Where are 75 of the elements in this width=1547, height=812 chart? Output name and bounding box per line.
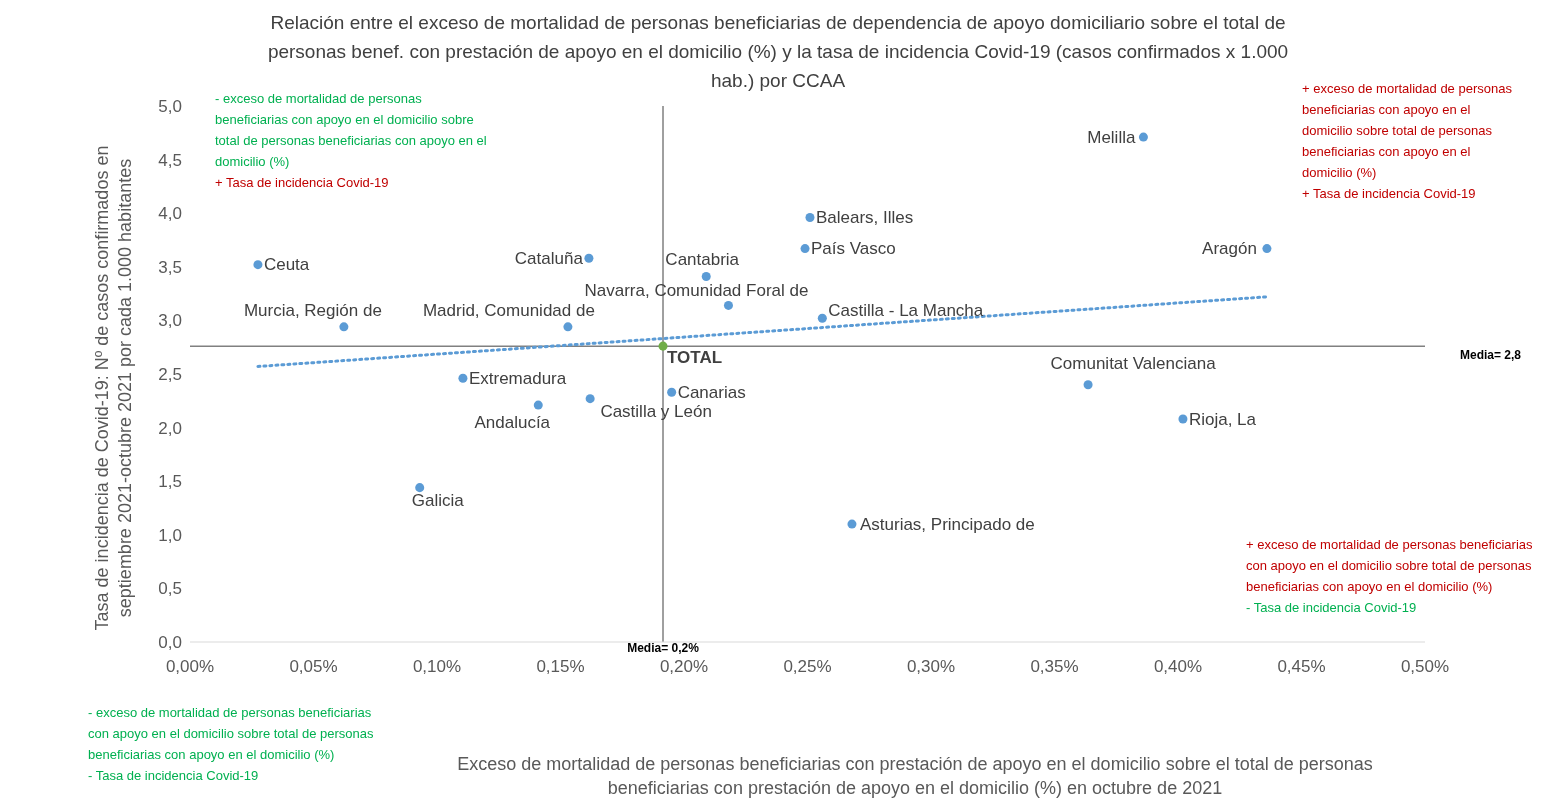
x-tick-label: 0,10%: [412, 657, 462, 677]
point: [339, 322, 349, 332]
x-axis-title: Exceso de mortalidad de personas beneficiarias con prestación de apoyo en el domicilio sobre el total de personas beneficiarias con prestación de apoyo en el domicilio (%) en octubre de 2021: [457, 754, 1373, 798]
point: [1262, 244, 1272, 254]
y-tick-label: 0,0: [158, 633, 182, 653]
annotation: Galicia: [411, 491, 465, 511]
point: [723, 300, 733, 310]
point: [805, 212, 815, 222]
x-tick-label: 0,30%: [906, 657, 956, 677]
annotation: Cantabria: [665, 249, 740, 269]
point: [415, 483, 425, 493]
point: [563, 322, 573, 332]
x-tick-label: 0,40%: [1153, 657, 1203, 677]
y-tick-label: 2,0: [158, 418, 182, 438]
annotation: - Tasa de incidencia Covid-19: [1246, 599, 1418, 617]
annotation: Castilla y León: [600, 402, 712, 422]
y-tick-label: 2,5: [158, 365, 182, 385]
annotation: + Tasa de incidencia Covid-19: [215, 174, 390, 192]
chart-title: Relación entre el exceso de mortalidad de personas beneficiarias de dependencia de apoyo domiciliario sobre el total de personas benef. con prestación de apoyo en el domicilio (%) y la tasa de incidencia Covid-19 (casos confirmados x 1.000 hab.) por CCAA: [267, 12, 1289, 91]
annotation: Comunitat Valenciana: [1050, 354, 1217, 374]
annotation: Cataluña: [514, 248, 584, 268]
annotation: Ceuta: [263, 255, 310, 275]
point: [1178, 414, 1188, 424]
x-tick-label: 0,25%: [783, 657, 832, 677]
annotation: + exceso de mortalidad de personas beneficiarias con apoyo en el domicilio sobre total de personas beneficiarias con apoyo en el domicilio (%): [1246, 536, 1534, 596]
annotation: Asturias, Principado de: [859, 514, 1035, 534]
point: [584, 253, 594, 263]
annotation: Castilla - La Mancha: [828, 300, 984, 320]
y-tick-label: 4,5: [158, 150, 182, 170]
y-tick-label: 3,5: [158, 257, 182, 277]
annotation: Aragón: [1202, 239, 1257, 259]
point: [847, 519, 857, 529]
x-tick-label: 0,35%: [1030, 657, 1079, 677]
point: [585, 394, 595, 404]
point: [658, 341, 668, 351]
ref-line-label: Media= 0,2%: [627, 640, 700, 655]
annotation: Extremadura: [468, 368, 567, 388]
point: [458, 373, 468, 383]
annotation: País Vasco: [811, 239, 896, 259]
point: [800, 244, 810, 254]
y-tick-label: 3,0: [158, 311, 182, 331]
point: [817, 313, 827, 323]
annotation: TOTAL: [667, 347, 723, 367]
annotation: Andalucía: [474, 412, 551, 432]
y-tick-label: 1,5: [158, 472, 182, 492]
x-tick-label: 0,05%: [289, 657, 338, 677]
point: [253, 260, 263, 270]
annotation: Melilla: [1087, 127, 1136, 147]
annotation: - exceso de mortalidad de personas beneficiarias con apoyo en el domicilio sobre total de personas beneficiarias con apoyo en el domicilio (%): [215, 90, 488, 171]
point: [1083, 380, 1093, 390]
y-tick-label: 4,0: [158, 204, 182, 224]
annotation: Murcia, Región de: [243, 301, 382, 321]
point: [533, 400, 543, 410]
y-tick-label: 5,0: [158, 97, 182, 117]
text: - Tasa de incidencia Covid-19: [88, 767, 260, 785]
annotation: Canarias: [677, 382, 746, 402]
x-tick-label: 0,50%: [1400, 657, 1450, 677]
x-tick-label: 0,20%: [659, 657, 709, 677]
point: [1138, 132, 1148, 142]
x-tick-label: 0,45%: [1277, 657, 1326, 677]
annotation: + Tasa de incidencia Covid-19: [1302, 185, 1477, 203]
y-tick-label: 1,0: [158, 525, 182, 545]
ref-line-label: Media= 2,8: [1459, 347, 1522, 362]
annotation: Navarra, Comunidad Foral de: [584, 280, 809, 300]
annotation: Madrid, Comunidad de: [422, 301, 595, 321]
x-tick-label: 0,00%: [165, 657, 215, 677]
annotation: + exceso de mortalidad de personas beneficiarias con apoyo en el domicilio sobre total de personas beneficiarias con apoyo en el domicilio (%): [1302, 80, 1513, 182]
annotation: Rioja, La: [1188, 409, 1257, 429]
x-tick-label: 0,15%: [536, 657, 585, 677]
annotation: Balears, Illes: [815, 207, 914, 227]
y-tick-label: 0,5: [158, 579, 182, 599]
point: [667, 387, 677, 397]
text: - exceso de mortalidad de personas beneficiarias con apoyo en el domicilio sobre total de personas beneficiarias con apoyo en el domicilio (%): [88, 704, 375, 764]
y-axis-title: Tasa de incidencia de Covid-19: Nº de casos confirmados en septiembre 2021-octubre 2021 por cada 1.000 habitantes: [92, 145, 135, 631]
point: [701, 271, 711, 281]
